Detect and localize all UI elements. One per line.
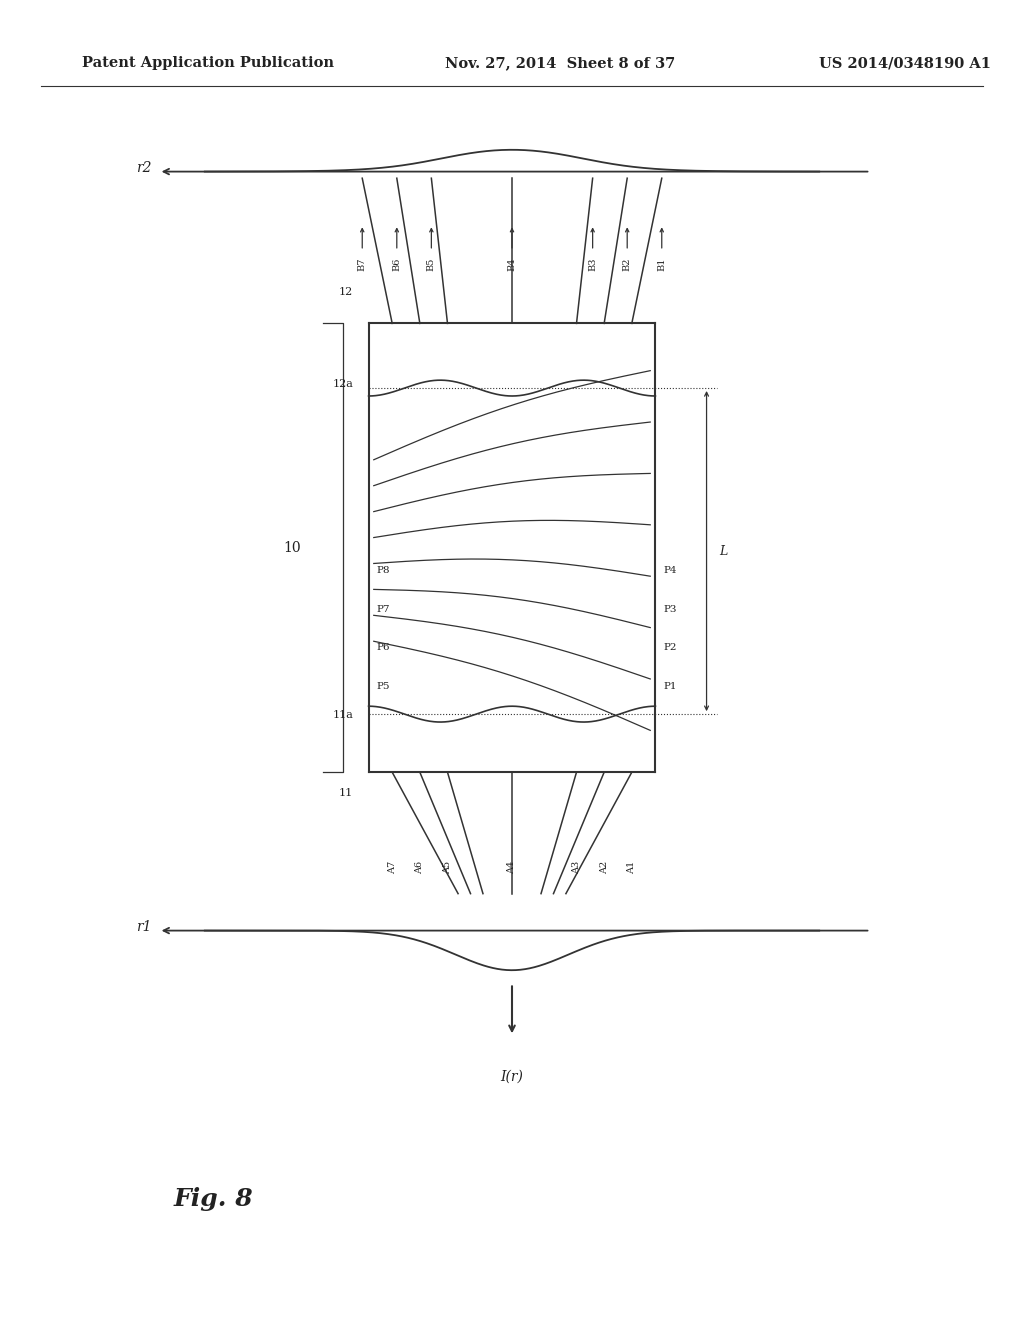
Text: B1: B1 (657, 257, 667, 271)
Text: P7: P7 (377, 605, 390, 614)
Text: Nov. 27, 2014  Sheet 8 of 37: Nov. 27, 2014 Sheet 8 of 37 (445, 57, 676, 70)
Text: B2: B2 (623, 257, 632, 271)
Text: A1: A1 (628, 861, 636, 874)
Text: A7: A7 (388, 861, 396, 874)
Text: A5: A5 (443, 861, 452, 874)
Text: 12: 12 (339, 286, 353, 297)
Text: r2: r2 (135, 161, 152, 174)
Text: P8: P8 (377, 566, 390, 576)
Text: 12a: 12a (333, 379, 353, 389)
Text: B6: B6 (392, 257, 401, 271)
Text: B7: B7 (357, 257, 367, 271)
Text: Fig. 8: Fig. 8 (174, 1187, 254, 1210)
Text: Patent Application Publication: Patent Application Publication (82, 57, 334, 70)
Text: P6: P6 (377, 643, 390, 652)
Text: B5: B5 (427, 257, 436, 271)
Text: P4: P4 (664, 566, 677, 576)
Text: 10: 10 (283, 541, 301, 554)
Text: B3: B3 (588, 257, 597, 271)
Text: A2: A2 (600, 861, 608, 874)
Text: r1: r1 (135, 920, 152, 933)
Text: A6: A6 (416, 861, 424, 874)
Text: I(r): I(r) (501, 1069, 523, 1084)
Text: P1: P1 (664, 682, 677, 690)
Text: A4: A4 (508, 861, 516, 874)
Text: US 2014/0348190 A1: US 2014/0348190 A1 (819, 57, 991, 70)
Text: A3: A3 (572, 861, 581, 874)
Text: L: L (719, 545, 727, 557)
Text: P3: P3 (664, 605, 677, 614)
Text: P2: P2 (664, 643, 677, 652)
Text: B4: B4 (508, 257, 516, 271)
Text: P5: P5 (377, 682, 390, 690)
Text: 11a: 11a (333, 710, 353, 721)
Text: 11: 11 (339, 788, 353, 799)
